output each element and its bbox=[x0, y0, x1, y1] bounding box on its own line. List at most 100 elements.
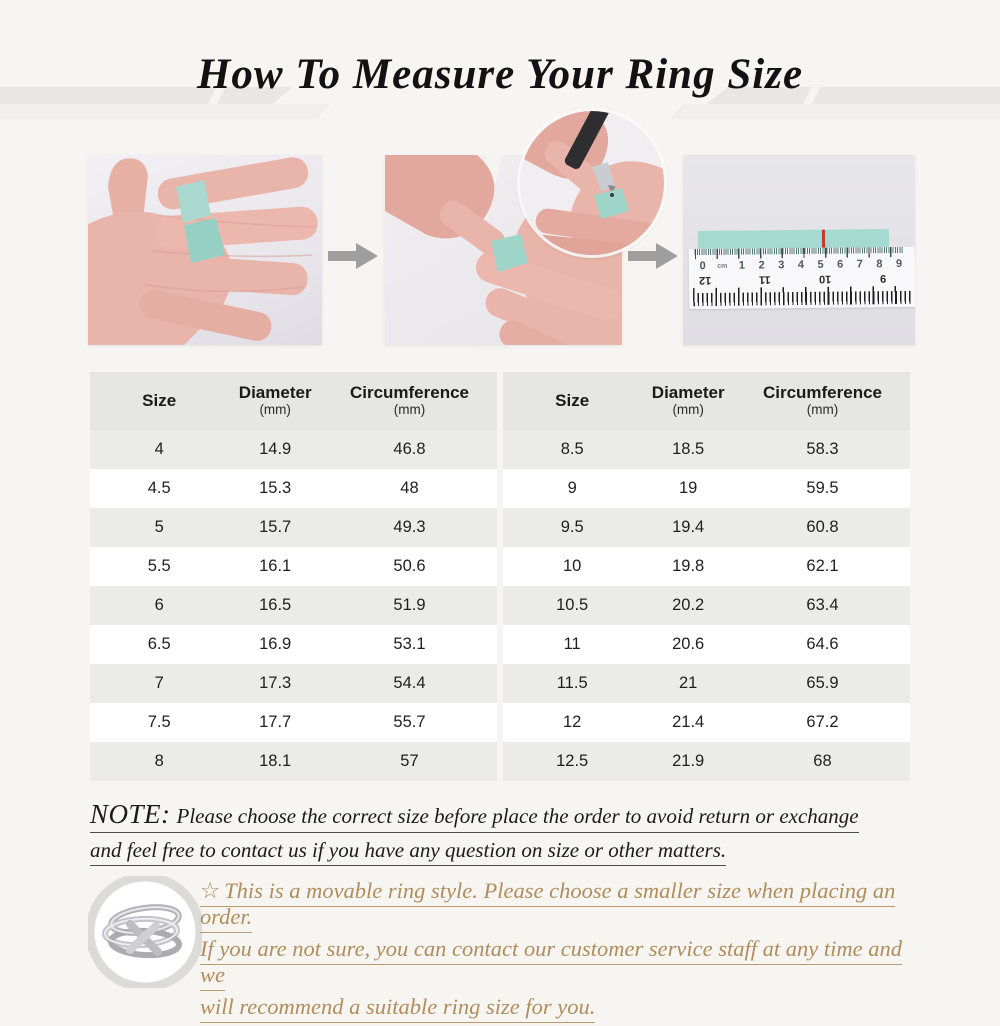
table-cell: 60.8 bbox=[806, 518, 839, 536]
table-cell: 8.5 bbox=[560, 440, 584, 458]
header-diameter: Diameter (mm) bbox=[651, 383, 725, 417]
table-row: 4.5 15.3 48 bbox=[90, 469, 497, 508]
header-diameter: Diameter (mm) bbox=[238, 383, 312, 417]
table-cell: 18.5 bbox=[672, 440, 705, 458]
table-row: 9 19 59.5 bbox=[503, 469, 910, 508]
table-cell: 19.4 bbox=[672, 518, 705, 536]
tip-text-3: will recommend a suitable ring size for … bbox=[200, 994, 596, 1023]
tip-section: ☆ This is a movable ring style. Please ch… bbox=[200, 878, 920, 1026]
table-cell: 6 bbox=[154, 596, 164, 614]
table-cell: 49.3 bbox=[393, 518, 426, 536]
ruler-number: 11 bbox=[759, 273, 772, 286]
page-title: How To Measure Your Ring Size bbox=[196, 51, 804, 98]
ruler-number: cm bbox=[717, 262, 728, 270]
table-cell: 7.5 bbox=[147, 713, 171, 731]
table-cell: 20.6 bbox=[672, 635, 705, 653]
table-cell: 48 bbox=[400, 479, 419, 497]
arrow-right-icon bbox=[628, 243, 678, 269]
table-cell: 14.9 bbox=[259, 440, 292, 458]
table-row: 12 21.4 67.2 bbox=[503, 703, 910, 742]
title-ribbon-faint-left bbox=[0, 104, 330, 119]
title-ribbon-right bbox=[707, 87, 1000, 104]
table-cell: 58.3 bbox=[806, 440, 839, 458]
table-cell: 16.1 bbox=[259, 557, 292, 575]
ruler-number: 0 bbox=[699, 260, 706, 273]
table-row: 10 19.8 62.1 bbox=[503, 547, 910, 586]
table-header: Size Diameter (mm) Circumference (mm) bbox=[503, 372, 910, 430]
title-ribbon-faint-right bbox=[670, 104, 1000, 119]
table-cell: 46.8 bbox=[393, 440, 426, 458]
table-cell: 50.6 bbox=[393, 557, 426, 575]
table-cell: 20.2 bbox=[672, 596, 705, 614]
header-size: Size bbox=[142, 390, 177, 410]
table-cell: 57 bbox=[400, 752, 419, 770]
ruler-number: 12 bbox=[698, 273, 712, 287]
tip-line-3: will recommend a suitable ring size for … bbox=[200, 994, 920, 1023]
table-cell: 55.7 bbox=[393, 713, 426, 731]
table-cell: 54.4 bbox=[393, 674, 426, 692]
table-cell: 11.5 bbox=[556, 674, 588, 692]
ruler-number: 8 bbox=[876, 258, 883, 271]
hand-with-strip-illustration bbox=[88, 157, 318, 345]
table-cell: 16.9 bbox=[259, 635, 292, 653]
table-cell: 15.3 bbox=[259, 479, 292, 497]
ruler-number: 5 bbox=[817, 258, 824, 271]
table-cell: 7 bbox=[154, 674, 164, 692]
table-cell: 5.5 bbox=[147, 557, 171, 575]
ruler-number: 3 bbox=[778, 259, 785, 272]
table-cell: 68 bbox=[813, 752, 832, 770]
table-cell: 10.5 bbox=[556, 596, 589, 614]
table-cell: 21 bbox=[679, 674, 698, 692]
table-cell: 21.4 bbox=[672, 713, 705, 731]
table-row: 7 17.3 54.4 bbox=[90, 664, 497, 703]
note-line-2: and feel free to contact us if you have … bbox=[90, 838, 727, 866]
table-row: 8 18.1 57 bbox=[90, 742, 497, 781]
size-table-left: Size Diameter (mm) Circumference (mm) 4 14.… bbox=[90, 372, 497, 781]
star-icon: ☆ bbox=[200, 878, 221, 903]
ruler-number: 10 bbox=[819, 272, 832, 285]
table-row: 7.5 17.7 55.7 bbox=[90, 703, 497, 742]
ruler-number: 9 bbox=[879, 272, 887, 285]
table-cell: 63.4 bbox=[806, 596, 839, 614]
table-cell: 16.5 bbox=[259, 596, 292, 614]
table-row: 9.5 19.4 60.8 bbox=[503, 508, 910, 547]
tip-text-1: This is a movable ring style. Please cho… bbox=[200, 878, 896, 929]
table-cell: 59.5 bbox=[806, 479, 839, 497]
table-cell: 15.7 bbox=[259, 518, 292, 536]
ruler-number: 9 bbox=[895, 257, 903, 271]
note-text-2: and feel free to contact us if you have … bbox=[90, 838, 727, 862]
table-row: 8.5 18.5 58.3 bbox=[503, 430, 910, 469]
ruler: 0 cm 1 2 3 4 5 6 7 8 9 12 11 10 9 bbox=[688, 246, 915, 310]
ruler-number: 7 bbox=[856, 258, 863, 271]
header-circumference: Circumference (mm) bbox=[762, 383, 883, 417]
table-body: 8.5 18.5 58.3 9 19 59.5 9.5 19.4 60.8 10 19.8 62.1 1… bbox=[503, 430, 910, 781]
table-row: 4 14.9 46.8 bbox=[90, 430, 497, 469]
movable-ring-photo bbox=[88, 876, 202, 988]
table-cell: 6.5 bbox=[147, 635, 171, 653]
ruler-number: 4 bbox=[797, 258, 805, 272]
table-cell: 51.9 bbox=[393, 596, 426, 614]
table-cell: 8 bbox=[154, 752, 164, 770]
table-row: 5.5 16.1 50.6 bbox=[90, 547, 497, 586]
table-cell: 17.7 bbox=[259, 713, 292, 731]
ruler-number: 6 bbox=[837, 258, 844, 271]
table-row: 5 15.7 49.3 bbox=[90, 508, 497, 547]
ruler-number: 1 bbox=[738, 259, 746, 272]
table-cell: 12 bbox=[563, 713, 582, 731]
tip-line-1: ☆ This is a movable ring style. Please ch… bbox=[200, 878, 920, 933]
title-ribbon-left bbox=[0, 87, 293, 104]
table-row: 11.5 21 65.9 bbox=[503, 664, 910, 703]
pen-mark bbox=[821, 229, 826, 248]
step3-photo: 0 cm 1 2 3 4 5 6 7 8 9 12 11 10 9 bbox=[683, 155, 915, 345]
note-section: NOTE: Please choose the correct size befo… bbox=[90, 799, 920, 866]
table-cell: 21.9 bbox=[672, 752, 705, 770]
paper-strip bbox=[697, 229, 890, 249]
table-row: 6.5 16.9 53.1 bbox=[90, 625, 497, 664]
header-size: Size bbox=[555, 390, 590, 410]
table-cell: 9.5 bbox=[560, 518, 584, 536]
tip-text-2: If you are not sure, you can contact our… bbox=[200, 936, 902, 991]
ruler-numbers-inverted: 12 11 10 9 bbox=[699, 272, 886, 286]
table-cell: 11 bbox=[563, 635, 581, 653]
pen-marking-illustration bbox=[520, 111, 664, 255]
table-body: 4 14.9 46.8 4.5 15.3 48 5 15.7 49.3 5.5 16.1 50.6 6 1… bbox=[90, 430, 497, 781]
